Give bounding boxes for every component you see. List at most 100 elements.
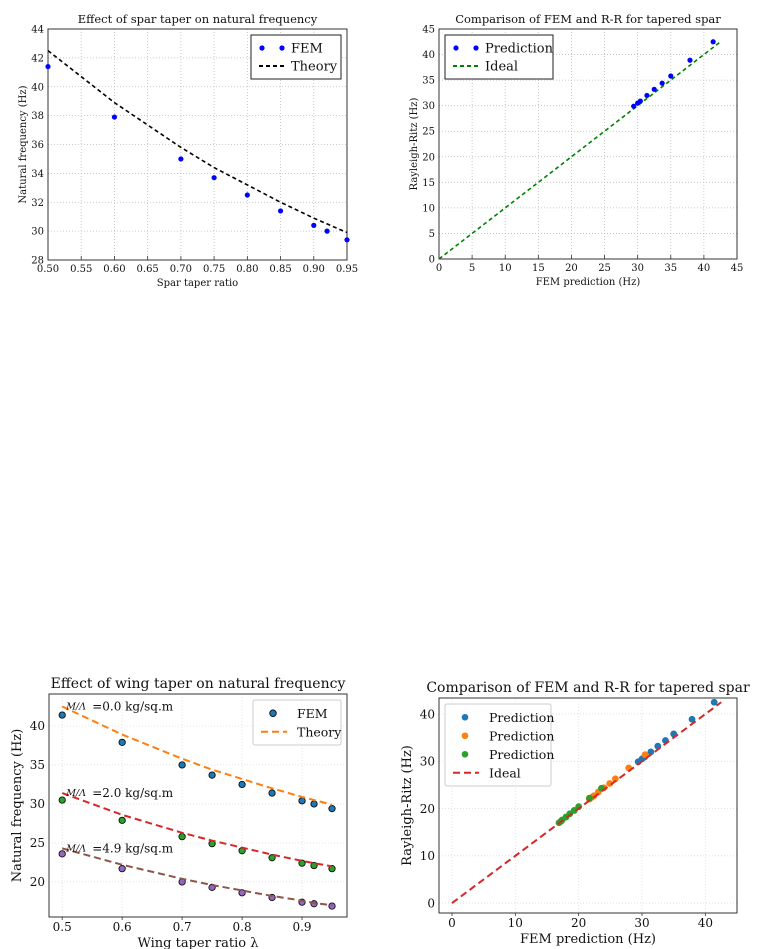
y-axis-label: Natural frequency (Hz) <box>10 729 25 883</box>
y-tick-label: 10 <box>422 203 435 214</box>
data-point <box>111 114 118 120</box>
plot-frame <box>438 28 738 260</box>
series-line-2 <box>439 41 721 259</box>
x-tick-label: 10 <box>508 916 523 930</box>
x-tick-label: 0.60 <box>103 264 125 275</box>
data-point <box>310 861 318 870</box>
x-tick-label: 20 <box>565 263 578 274</box>
x-tick-label: 0 <box>448 916 456 930</box>
y-tick-label: 15 <box>422 178 435 189</box>
x-axis-label: FEM prediction (Hz) <box>520 932 656 947</box>
chart-2: 0 5 10 15 20 25 30 35 40 45 0 5 10 15 20 25 30 35 40 45 Comp… <box>409 12 743 288</box>
data-point <box>178 761 186 769</box>
data-point <box>298 797 306 805</box>
x-tick-label: 45 <box>731 263 744 274</box>
x-tick-label: 30 <box>634 916 649 930</box>
plot-frame <box>47 28 348 261</box>
x-axis-label: FEM prediction (Hz) <box>536 277 641 288</box>
x-axis-label: Spar taper ratio <box>157 278 238 289</box>
data-point <box>268 854 276 862</box>
x-tick-label: 0.6 <box>113 920 132 934</box>
x-tick-label: 20 <box>571 916 586 930</box>
x-axis-label: Wing taper ratio λ <box>138 936 259 949</box>
legend-marker <box>453 45 459 51</box>
y-tick-label: 36 <box>31 140 44 151</box>
data-point <box>58 796 66 804</box>
y-tick-label: 44 <box>31 25 44 36</box>
legend: Prediction Ideal <box>444 34 554 80</box>
data-point <box>298 859 306 867</box>
legend-label: Theory <box>291 60 338 75</box>
data-point <box>328 805 336 813</box>
data-point <box>324 228 330 234</box>
legend-label: Ideal <box>489 765 521 780</box>
y-tick-label: 32 <box>31 198 44 209</box>
series-line-2 <box>48 50 347 234</box>
plot-area <box>451 698 722 904</box>
plot-area <box>58 705 336 910</box>
x-tick-label: 35 <box>664 263 677 274</box>
data-point <box>118 865 126 873</box>
legend-marker <box>279 45 285 51</box>
data-point <box>238 889 246 897</box>
legend-entry: Prediction <box>453 42 554 57</box>
x-tick-label: 0.8 <box>233 920 252 934</box>
legend-label: Prediction <box>489 747 554 762</box>
data-point <box>208 771 216 779</box>
legend: FEM Theory <box>250 34 342 80</box>
data-point <box>651 86 657 92</box>
chart-title: Comparison of FEM and R-R for tapered sp… <box>426 680 750 696</box>
y-tick-label: 40 <box>30 719 45 733</box>
x-tick-label: 0 <box>436 263 442 274</box>
x-tick-label: 10 <box>499 263 512 274</box>
x-tick-label: 40 <box>698 916 713 930</box>
data-point <box>659 80 665 86</box>
chart-1: 0.50 0.55 0.60 0.65 0.70 0.75 0.80 0.85 0.90 0.95… <box>18 12 358 289</box>
series-line-4 <box>61 792 333 868</box>
y-tick-label: 35 <box>30 758 45 772</box>
y-tick-label: 5 <box>429 229 435 240</box>
x-tick-label: 15 <box>532 263 545 274</box>
y-tick-label: 20 <box>30 875 45 889</box>
legend-entry: Prediction <box>461 710 554 725</box>
chart-title: Effect of wing taper on natural frequenc… <box>51 676 346 692</box>
data-point <box>710 39 716 45</box>
annotation-fraction: M/Λ <box>65 701 86 712</box>
legend-marker <box>461 713 469 721</box>
legend-entry: Theory <box>259 60 338 75</box>
annotation-2: M/Λ =2.0 kg/sq.m <box>65 786 174 800</box>
y-tick-label: 0 <box>427 896 435 910</box>
x-tick-label: 0.70 <box>170 264 192 275</box>
series-line-6 <box>61 847 333 907</box>
annotation-label: =4.9 kg/sq.m <box>92 841 174 855</box>
data-point <box>710 698 718 706</box>
y-tick-label: 30 <box>31 227 44 238</box>
y-tick-label: 30 <box>30 797 45 811</box>
data-point <box>178 833 186 841</box>
y-tick-label: 34 <box>31 169 44 180</box>
y-tick-label: 45 <box>422 25 435 36</box>
x-tick-label: 0.65 <box>137 264 159 275</box>
legend-label: Prediction <box>489 728 554 743</box>
y-axis-label: Rayleigh-Ritz (Hz) <box>409 97 420 190</box>
y-tick-label: 20 <box>420 802 435 816</box>
data-point <box>611 775 619 783</box>
y-tick-label: 30 <box>422 101 435 112</box>
y-tick-label: 40 <box>422 50 435 61</box>
y-tick-label: 35 <box>422 76 435 87</box>
y-tick-label: 10 <box>420 849 435 863</box>
legend-entry: Ideal <box>453 765 521 780</box>
data-point <box>268 789 276 797</box>
legend-marker <box>461 750 469 758</box>
x-tick-label: 5 <box>469 263 475 274</box>
y-axis-label: Natural frequency (Hz) <box>18 85 29 203</box>
x-tick-label: 0.55 <box>70 264 92 275</box>
data-point <box>238 780 246 789</box>
x-tick-label: 0.75 <box>203 264 225 275</box>
legend-marker <box>473 45 479 51</box>
data-point <box>58 850 66 858</box>
data-point <box>688 715 696 723</box>
data-point <box>118 816 126 824</box>
chart-4: 0 10 20 30 40 0 10 20 30 40 Comparison of FEM and … <box>400 680 750 947</box>
x-tick-label: 0.7 <box>173 920 192 934</box>
